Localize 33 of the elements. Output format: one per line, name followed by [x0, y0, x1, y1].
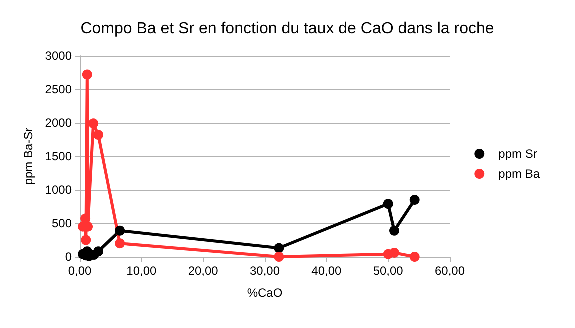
point — [94, 130, 104, 140]
y-tick-label: 2500 — [45, 82, 72, 96]
chart-title: Compo Ba et Sr en fonction du taux de CaO dans la roche — [80, 20, 494, 38]
x-axis-title: %CaO — [247, 286, 283, 300]
y-axis-title: ppm Ba-Sr — [21, 128, 36, 186]
x-tick-label: 0,00 — [68, 264, 92, 278]
x-tick-label: 40,00 — [312, 264, 342, 278]
point — [115, 226, 126, 236]
y-tick-label: 1500 — [45, 150, 72, 164]
point — [88, 118, 99, 129]
point — [274, 243, 284, 254]
point — [383, 199, 394, 210]
x-tick-label: 20,00 — [188, 264, 219, 278]
y-tick-label: 0 — [65, 250, 72, 264]
y-tick-label: 500 — [52, 216, 72, 230]
legend-label: ppm Ba — [498, 167, 540, 181]
point — [390, 226, 400, 236]
x-tick-label: 60,00 — [434, 264, 466, 278]
legend-label: ppm Sr — [498, 147, 538, 161]
point — [410, 195, 420, 206]
y-tick-label: 2000 — [45, 116, 72, 130]
y-tick-label: 3000 — [45, 49, 72, 63]
y-tick-label: 1000 — [45, 183, 72, 197]
point — [81, 235, 92, 246]
point — [94, 246, 104, 257]
point — [115, 238, 126, 249]
x-tick-label: 10,00 — [126, 264, 158, 278]
point — [274, 252, 284, 262]
x-tick-label: 50,00 — [373, 264, 404, 278]
point — [82, 70, 92, 80]
point — [410, 252, 420, 262]
point — [390, 248, 400, 258]
x-tick-label: 30,00 — [250, 264, 280, 278]
